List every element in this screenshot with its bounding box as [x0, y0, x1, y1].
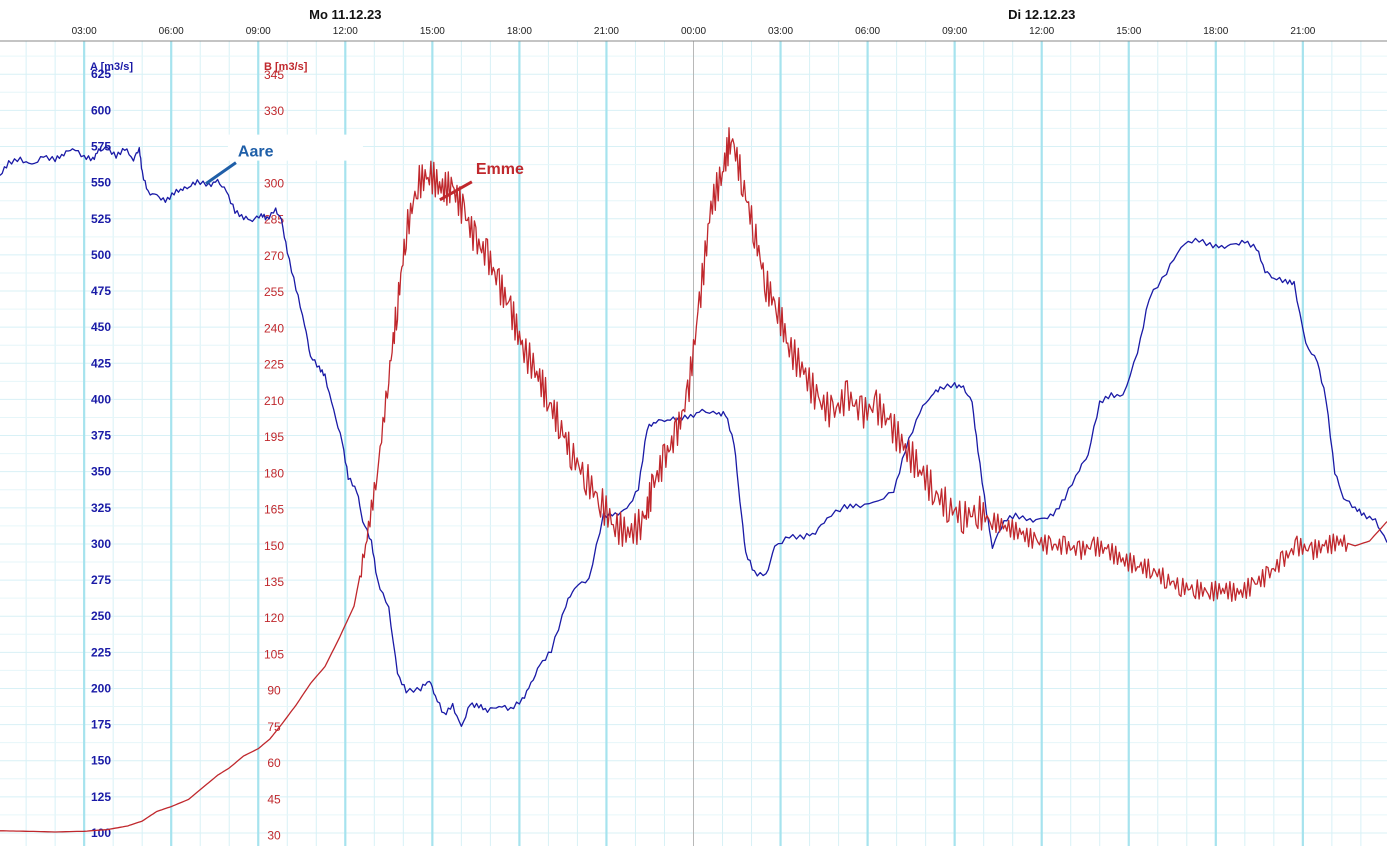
axis-a-tick: 500 [91, 248, 111, 262]
axis-a-tick: 300 [91, 537, 111, 551]
axis-a-tick: 325 [91, 501, 111, 515]
series-label-emme: Emme [476, 161, 524, 178]
emme-leader-line [439, 180, 473, 202]
axis-a-tick: 350 [91, 465, 111, 479]
axis-a-tick: 225 [91, 645, 111, 659]
axis-b-title: B [m3/s] [264, 61, 308, 73]
series-labels: Aare Emme [205, 134, 524, 202]
time-tick-label: 15:00 [1116, 26, 1141, 37]
time-tick-label: 09:00 [942, 26, 967, 37]
time-tick-label: 00:00 [681, 26, 706, 37]
axis-a-tick: 550 [91, 176, 111, 190]
axis-a: A [m3/s]625 600 575 550 525 500 475 450 425 400 37… [90, 61, 133, 840]
time-tick-label: 09:00 [246, 26, 271, 37]
time-tick-label: 03:00 [72, 26, 97, 37]
axis-b-tick: 300 [264, 176, 284, 190]
axis-a-tick: 375 [91, 429, 111, 443]
axis-b-tick: 45 [267, 792, 281, 806]
time-tick-label: 21:00 [594, 26, 619, 37]
aare-leader-line [205, 161, 237, 185]
axis-a-tick: 275 [91, 573, 111, 587]
time-axis: 03:00 06:00 09:00 12:00 15:00 18:00 21:00 00:00… [72, 26, 1316, 37]
axis-b-tick: 330 [264, 104, 284, 118]
axis-a-tick: 600 [91, 103, 111, 117]
axis-b-tick: 195 [264, 430, 284, 444]
time-tick-label: 03:00 [768, 26, 793, 37]
axis-a-tick: 200 [91, 681, 111, 695]
time-tick-label: 18:00 [507, 26, 532, 37]
axis-b-tick: 135 [264, 575, 284, 589]
time-tick-label: 21:00 [1290, 26, 1315, 37]
axis-a-title: A [m3/s] [90, 61, 133, 73]
axis-a-tick: 175 [91, 718, 111, 732]
axis-a-tick: 150 [91, 754, 111, 768]
axis-b-tick: 120 [264, 611, 284, 625]
axis-a-tick: 425 [91, 356, 111, 370]
axis-b-tick: 30 [267, 829, 281, 843]
day-label: Mo 11.12.23 [309, 7, 381, 22]
axis-a-tick: 475 [91, 284, 111, 298]
axis-a-tick: 450 [91, 320, 111, 334]
axis-a-tick: 400 [91, 392, 111, 406]
day-label: Di 12.12.23 [1008, 7, 1075, 22]
axis-b-tick: 90 [267, 684, 281, 698]
time-tick-label: 15:00 [420, 26, 445, 37]
day-labels: Mo 11.12.23 Di 12.12.23 [309, 7, 1075, 22]
series-label-aare: Aare [238, 144, 274, 161]
axis-a-tick: 625 [91, 67, 111, 81]
axis-b-tick: 255 [264, 285, 284, 299]
axis-b: B [m3/s]34533031530028527025524022521019… [264, 61, 308, 843]
axis-b-tick: 180 [264, 466, 284, 480]
axis-b-tick: 240 [264, 321, 284, 335]
axis-a-tick: 250 [91, 609, 111, 623]
series-line-emme [0, 127, 1387, 833]
grid-major-lines [83, 41, 1304, 846]
axis-a-tick: 125 [91, 790, 111, 804]
axis-b-tick: 165 [264, 503, 284, 517]
axis-a-tick: 525 [91, 212, 111, 226]
time-tick-label: 06:00 [855, 26, 880, 37]
axis-b-tick: 210 [264, 394, 284, 408]
axis-b-tick: 75 [267, 720, 281, 734]
time-tick-label: 12:00 [333, 26, 358, 37]
axis-a-tick: 100 [91, 826, 111, 840]
time-tick-label: 06:00 [159, 26, 184, 37]
label-backdrop [227, 134, 363, 161]
axis-a-tick: 575 [91, 140, 111, 154]
time-tick-label: 18:00 [1203, 26, 1228, 37]
series-layer [0, 127, 1387, 833]
axis-b-tick: 60 [267, 756, 281, 770]
axis-b-tick: 270 [264, 249, 284, 263]
time-tick-label: 12:00 [1029, 26, 1054, 37]
axis-b-tick: 105 [264, 647, 284, 661]
axis-b-tick: 150 [264, 539, 284, 553]
axis-b-tick: 225 [264, 358, 284, 372]
axis-b-tick: 345 [264, 68, 284, 82]
